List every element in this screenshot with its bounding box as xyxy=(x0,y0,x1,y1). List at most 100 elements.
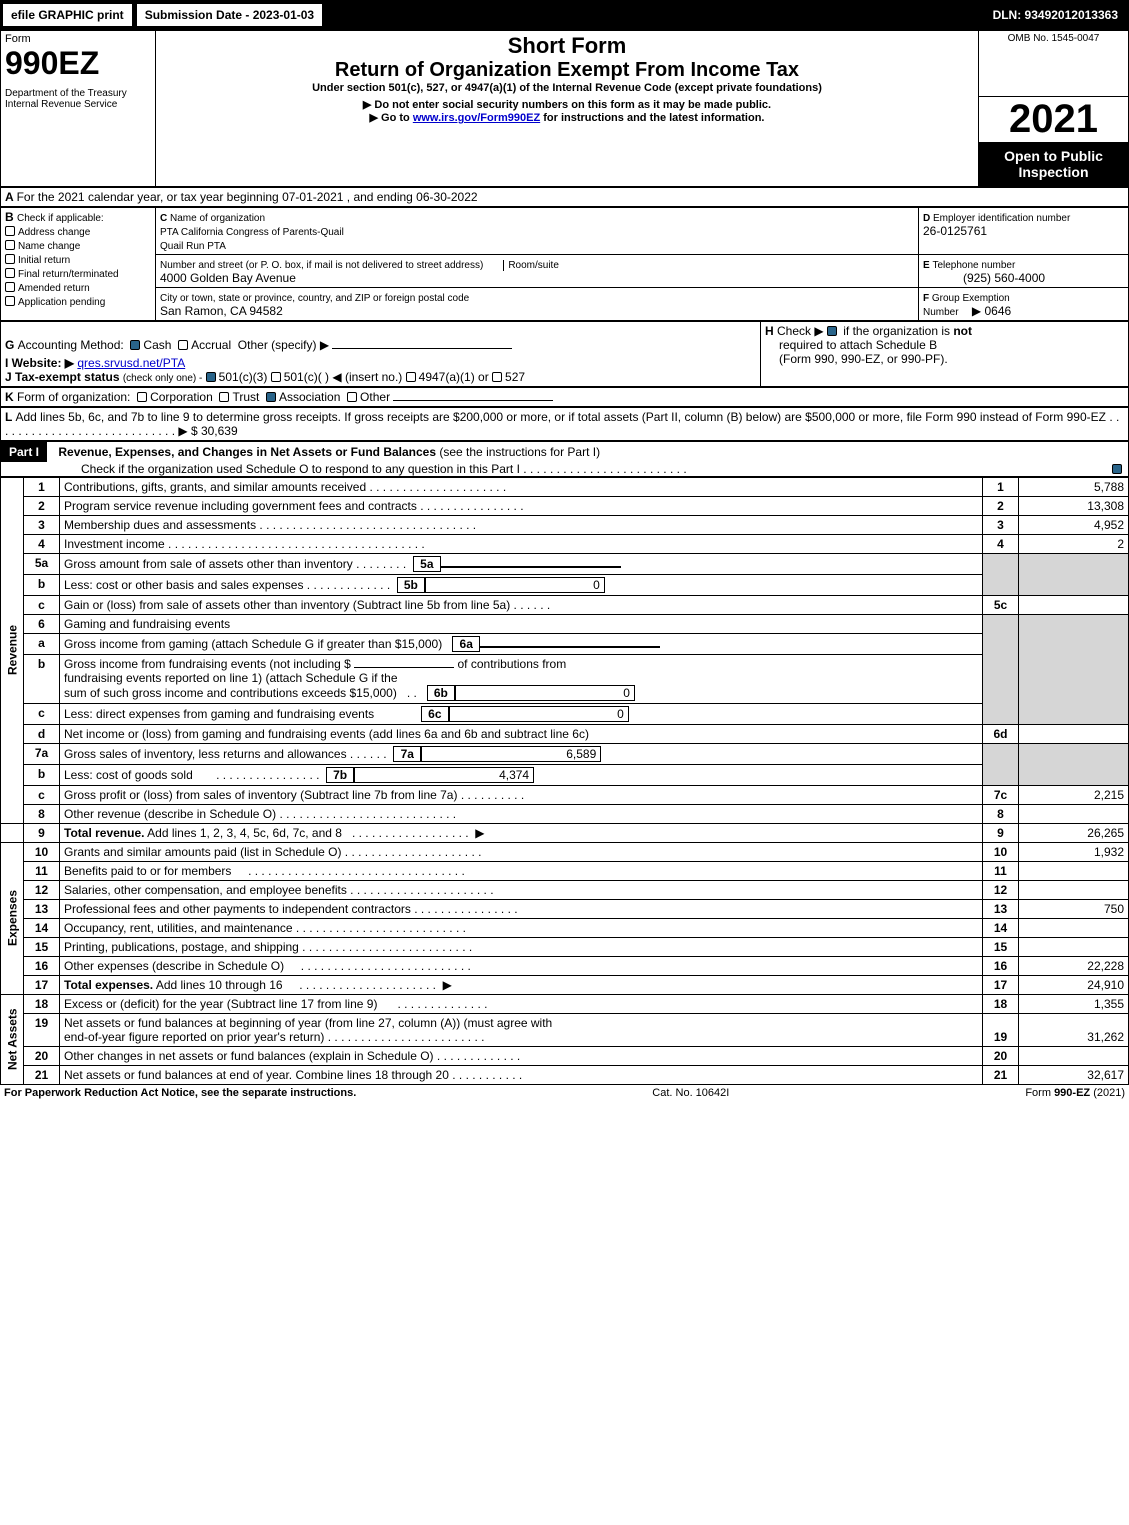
section-l: L Add lines 5b, 6c, and 7b to line 9 to … xyxy=(0,407,1129,441)
l12-num: 12 xyxy=(24,880,60,899)
chk-final-return[interactable] xyxy=(5,268,15,278)
l3-num: 3 xyxy=(24,515,60,534)
h-not: not xyxy=(953,324,972,338)
chk-501c3[interactable] xyxy=(206,372,216,382)
b-opt-5: Application pending xyxy=(18,297,105,308)
chk-other-org[interactable] xyxy=(347,392,357,402)
l16-desc-text: Other expenses (describe in Schedule O) xyxy=(64,959,284,973)
g-other-blank xyxy=(332,348,512,349)
l8-desc: Other revenue (describe in Schedule O) .… xyxy=(60,804,983,823)
l6d-amt xyxy=(1019,724,1129,743)
footer-right-bold: 990-EZ xyxy=(1054,1087,1090,1099)
l6-num: 6 xyxy=(24,614,60,633)
chk-initial-return[interactable] xyxy=(5,254,15,264)
l5c-r: 5c xyxy=(983,595,1019,614)
side-revenue: Revenue xyxy=(1,477,24,823)
chk-schedule-o[interactable] xyxy=(1112,464,1122,474)
chk-address-change[interactable] xyxy=(5,226,15,236)
l18-num: 18 xyxy=(24,994,60,1013)
l9-amt: 26,265 xyxy=(1019,823,1129,842)
l10-desc-text: Grants and similar amounts paid (list in… xyxy=(64,845,341,859)
chk-corp[interactable] xyxy=(137,392,147,402)
chk-assoc[interactable] xyxy=(266,392,276,402)
part1-label: Part I xyxy=(1,442,47,462)
l5b-num: b xyxy=(24,574,60,595)
l6b-num: b xyxy=(24,654,60,703)
l7b-num: b xyxy=(24,764,60,785)
chk-cash[interactable] xyxy=(130,340,140,350)
l20-desc: Other changes in net assets or fund bala… xyxy=(60,1046,983,1065)
i-label: Website: ▶ xyxy=(12,356,74,370)
l14-r: 14 xyxy=(983,918,1019,937)
footer-right-post: (2021) xyxy=(1090,1087,1125,1099)
k-label: Form of organization: xyxy=(17,390,130,404)
l2-r: 2 xyxy=(983,496,1019,515)
l10-num: 10 xyxy=(24,842,60,861)
irs-link[interactable]: www.irs.gov/Form990EZ xyxy=(413,112,540,124)
submission-date: Submission Date - 2023-01-03 xyxy=(136,3,323,27)
open-public: Open to Public Inspection xyxy=(979,142,1128,186)
l9-r: 9 xyxy=(983,823,1019,842)
f-label-letter: F xyxy=(923,293,932,304)
l19-d1: Net assets or fund balances at beginning… xyxy=(64,1016,552,1030)
chk-527[interactable] xyxy=(492,372,502,382)
side-netassets: Net Assets xyxy=(1,994,24,1084)
chk-name-change[interactable] xyxy=(5,240,15,250)
g-cash: Cash xyxy=(143,338,171,352)
l4-r: 4 xyxy=(983,534,1019,553)
l21-desc: Net assets or fund balances at end of ye… xyxy=(60,1065,983,1084)
l19-num: 19 xyxy=(24,1013,60,1046)
l1-amt: 5,788 xyxy=(1019,477,1129,496)
l20-amt xyxy=(1019,1046,1129,1065)
l3-r: 3 xyxy=(983,515,1019,534)
e-label: Telephone number xyxy=(932,260,1015,271)
l3-desc: Membership dues and assessments . . . . … xyxy=(60,515,983,534)
header-table: Form 990EZ Department of the Treasury In… xyxy=(0,30,1129,187)
l6b-d3: fundraising events reported on line 1) (… xyxy=(64,671,398,685)
c-name: PTA California Congress of Parents-Quail xyxy=(160,227,344,238)
l6c-il: 6c xyxy=(421,706,449,722)
l3-desc-text: Membership dues and assessments xyxy=(64,518,256,532)
l15-desc-text: Printing, publications, postage, and shi… xyxy=(64,940,299,954)
footer-right: Form 990-EZ (2021) xyxy=(1025,1087,1125,1099)
chk-amended-return[interactable] xyxy=(5,282,15,292)
chk-501c[interactable] xyxy=(271,372,281,382)
chk-application-pending[interactable] xyxy=(5,296,15,306)
l20-r: 20 xyxy=(983,1046,1019,1065)
chk-trust[interactable] xyxy=(219,392,229,402)
chk-4947[interactable] xyxy=(406,372,416,382)
chk-h[interactable] xyxy=(827,326,837,336)
section-a: A For the 2021 calendar year, or tax yea… xyxy=(0,187,1129,207)
footer-left: For Paperwork Reduction Act Notice, see … xyxy=(4,1087,356,1099)
l12-r: 12 xyxy=(983,880,1019,899)
l17-desc: Total expenses. Add lines 10 through 16 … xyxy=(60,975,983,994)
l21-amt: 32,617 xyxy=(1019,1065,1129,1084)
l7c-num: c xyxy=(24,785,60,804)
l14-amt xyxy=(1019,918,1129,937)
section-bcdef: B Check if applicable: Address change Na… xyxy=(0,207,1129,321)
l1-r: 1 xyxy=(983,477,1019,496)
l4-amt: 2 xyxy=(1019,534,1129,553)
note-goto: ▶ Go to www.irs.gov/Form990EZ for instru… xyxy=(160,111,974,124)
l8-r: 8 xyxy=(983,804,1019,823)
l11-num: 11 xyxy=(24,861,60,880)
l9-num: 9 xyxy=(24,823,60,842)
l-text: Add lines 5b, 6c, and 7b to line 9 to de… xyxy=(15,410,1106,424)
l4-num: 4 xyxy=(24,534,60,553)
chk-accrual[interactable] xyxy=(178,340,188,350)
f-label: Group Exemption xyxy=(932,293,1010,304)
l16-desc: Other expenses (describe in Schedule O) … xyxy=(60,956,983,975)
l6b-blank xyxy=(354,667,454,668)
l1-desc-text: Contributions, gifts, grants, and simila… xyxy=(64,480,366,494)
l16-r: 16 xyxy=(983,956,1019,975)
a-text: For the 2021 calendar year, or tax year … xyxy=(17,190,478,204)
website-link[interactable]: qres.srvusd.net/PTA xyxy=(77,356,185,370)
l6b-desc: Gross income from fundraising events (no… xyxy=(60,654,983,703)
g-text: Accounting Method: xyxy=(18,338,124,352)
c-street-label: Number and street (or P. O. box, if mail… xyxy=(160,260,483,271)
l10-amt: 1,932 xyxy=(1019,842,1129,861)
c-room-label: Room/suite xyxy=(503,260,559,271)
top-bar: efile GRAPHIC print Submission Date - 20… xyxy=(0,0,1129,30)
l13-num: 13 xyxy=(24,899,60,918)
l15-desc: Printing, publications, postage, and shi… xyxy=(60,937,983,956)
